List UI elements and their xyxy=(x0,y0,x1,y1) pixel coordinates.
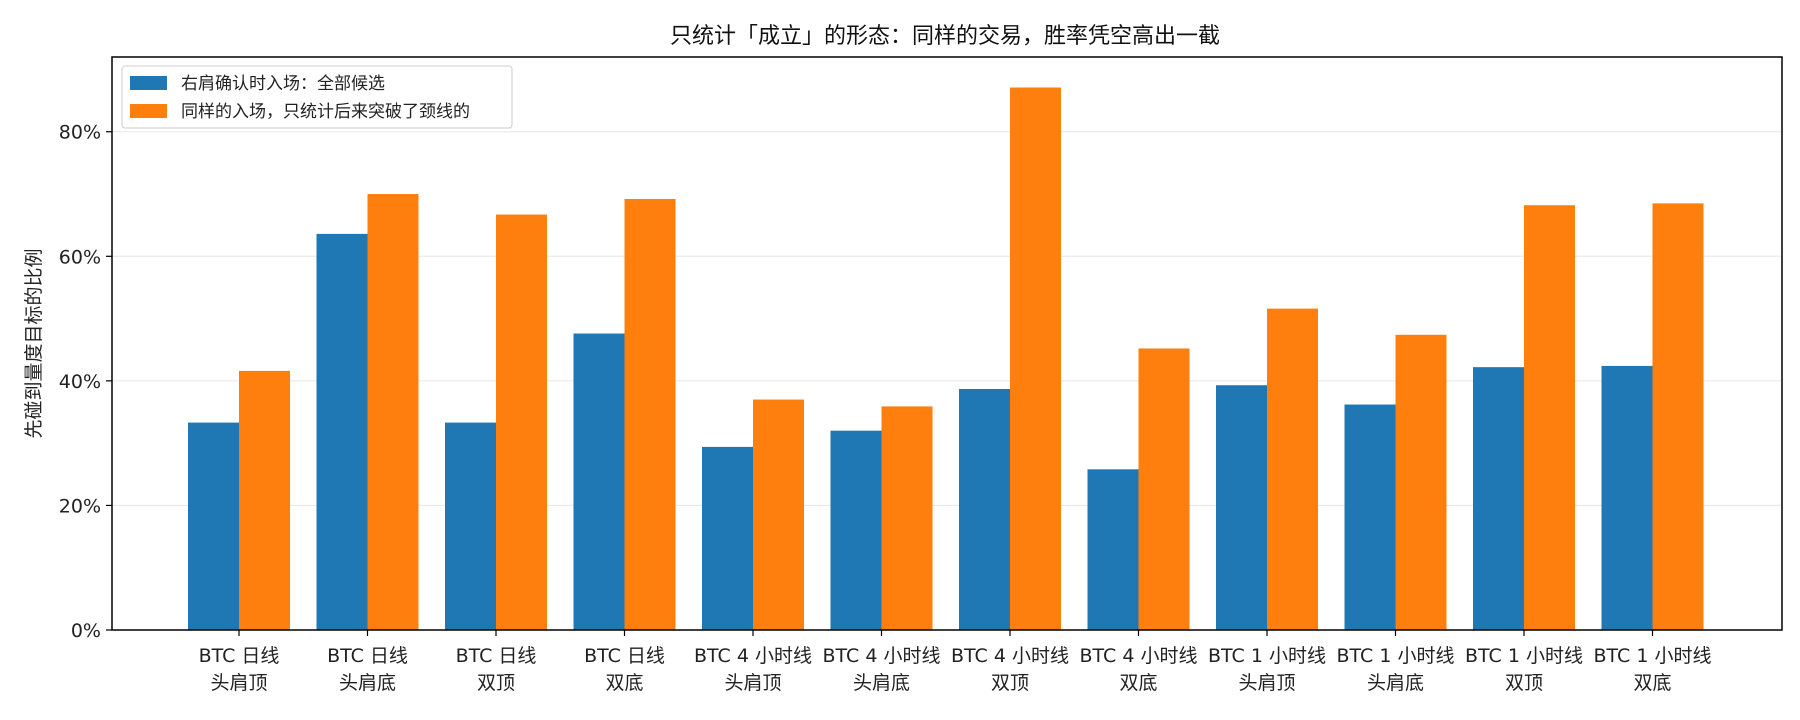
legend-swatch xyxy=(130,104,167,118)
x-tick-label: BTC 1 小时线 xyxy=(1465,645,1583,667)
x-tick-label: 双底 xyxy=(1633,672,1671,694)
y-tick-label: 0% xyxy=(71,620,101,642)
legend-label: 同样的入场，只统计后来突破了颈线的 xyxy=(181,102,470,122)
bar-neckline-breakout xyxy=(753,399,804,630)
bar-all-candidates xyxy=(830,430,882,630)
y-axis: 0% 20% 40% 60% 80% xyxy=(59,122,112,642)
bar-all-candidates xyxy=(1216,385,1267,630)
x-tick-label: BTC 日线 xyxy=(456,645,537,667)
bar-all-candidates xyxy=(1601,365,1653,630)
x-tick-label: 双顶 xyxy=(477,672,515,694)
x-tick-label: 头肩顶 xyxy=(1238,672,1295,694)
y-tick-label: 20% xyxy=(59,495,101,517)
bar-all-candidates xyxy=(959,388,1010,630)
x-tick-label: BTC 4 小时线 xyxy=(694,645,812,667)
x-tick-label: BTC 4 小时线 xyxy=(951,645,1069,667)
bar-neckline-breakout xyxy=(1138,348,1190,630)
bar-all-candidates xyxy=(702,446,753,630)
y-tick-label: 60% xyxy=(59,246,101,268)
bar-neckline-breakout xyxy=(1395,334,1447,630)
legend-swatch xyxy=(130,76,167,90)
x-tick-label: BTC 1 小时线 xyxy=(1594,645,1712,667)
x-tick-label: 头肩底 xyxy=(853,672,910,694)
y-axis-label: 先碰到量度目标的比例 xyxy=(23,248,45,438)
bar-all-candidates xyxy=(1087,469,1139,630)
bar-neckline-breakout xyxy=(367,194,419,631)
x-tick-label: 头肩底 xyxy=(1367,672,1424,694)
x-tick-label: 双顶 xyxy=(991,672,1029,694)
x-tick-label: 双底 xyxy=(605,672,643,694)
legend-label: 右肩确认时入场：全部候选 xyxy=(181,74,385,94)
bar-neckline-breakout xyxy=(881,406,933,630)
y-tick-label: 80% xyxy=(59,122,101,144)
x-tick-label: BTC 日线 xyxy=(199,645,280,667)
x-tick-label: BTC 4 小时线 xyxy=(1080,645,1198,667)
x-tick-label: BTC 4 小时线 xyxy=(823,645,941,667)
bar-neckline-breakout xyxy=(239,370,290,630)
bar-all-candidates xyxy=(573,333,625,630)
y-tick-label: 40% xyxy=(59,371,101,393)
bar-neckline-breakout xyxy=(1524,205,1575,630)
bar-neckline-breakout xyxy=(624,199,676,631)
bar-neckline-breakout xyxy=(1652,203,1704,630)
bar-all-candidates xyxy=(1473,367,1524,630)
x-tick-label: 头肩顶 xyxy=(210,672,267,694)
x-tick-label: BTC 日线 xyxy=(327,645,408,667)
bar-all-candidates xyxy=(445,422,496,630)
bar-all-candidates xyxy=(188,422,239,630)
bar-neckline-breakout xyxy=(1010,87,1061,630)
bar-all-candidates xyxy=(1344,404,1396,630)
bar-neckline-breakout xyxy=(496,214,547,630)
x-tick-label: 头肩底 xyxy=(339,672,396,694)
x-tick-label: 双底 xyxy=(1119,672,1157,694)
x-tick-label: BTC 1 小时线 xyxy=(1337,645,1455,667)
bars xyxy=(188,87,1704,631)
bar-neckline-breakout xyxy=(1267,308,1318,630)
chart-title: 只统计「成立」的形态：同样的交易，胜率凭空高出一截 xyxy=(670,24,1220,49)
x-tick-label: 头肩顶 xyxy=(724,672,781,694)
x-tick-label: BTC 1 小时线 xyxy=(1208,645,1326,667)
x-tick-label: BTC 日线 xyxy=(584,645,665,667)
plot-frame xyxy=(111,56,1783,631)
legend-box xyxy=(121,65,513,129)
bar-all-candidates xyxy=(316,233,368,630)
x-tick-label: 双顶 xyxy=(1505,672,1543,694)
